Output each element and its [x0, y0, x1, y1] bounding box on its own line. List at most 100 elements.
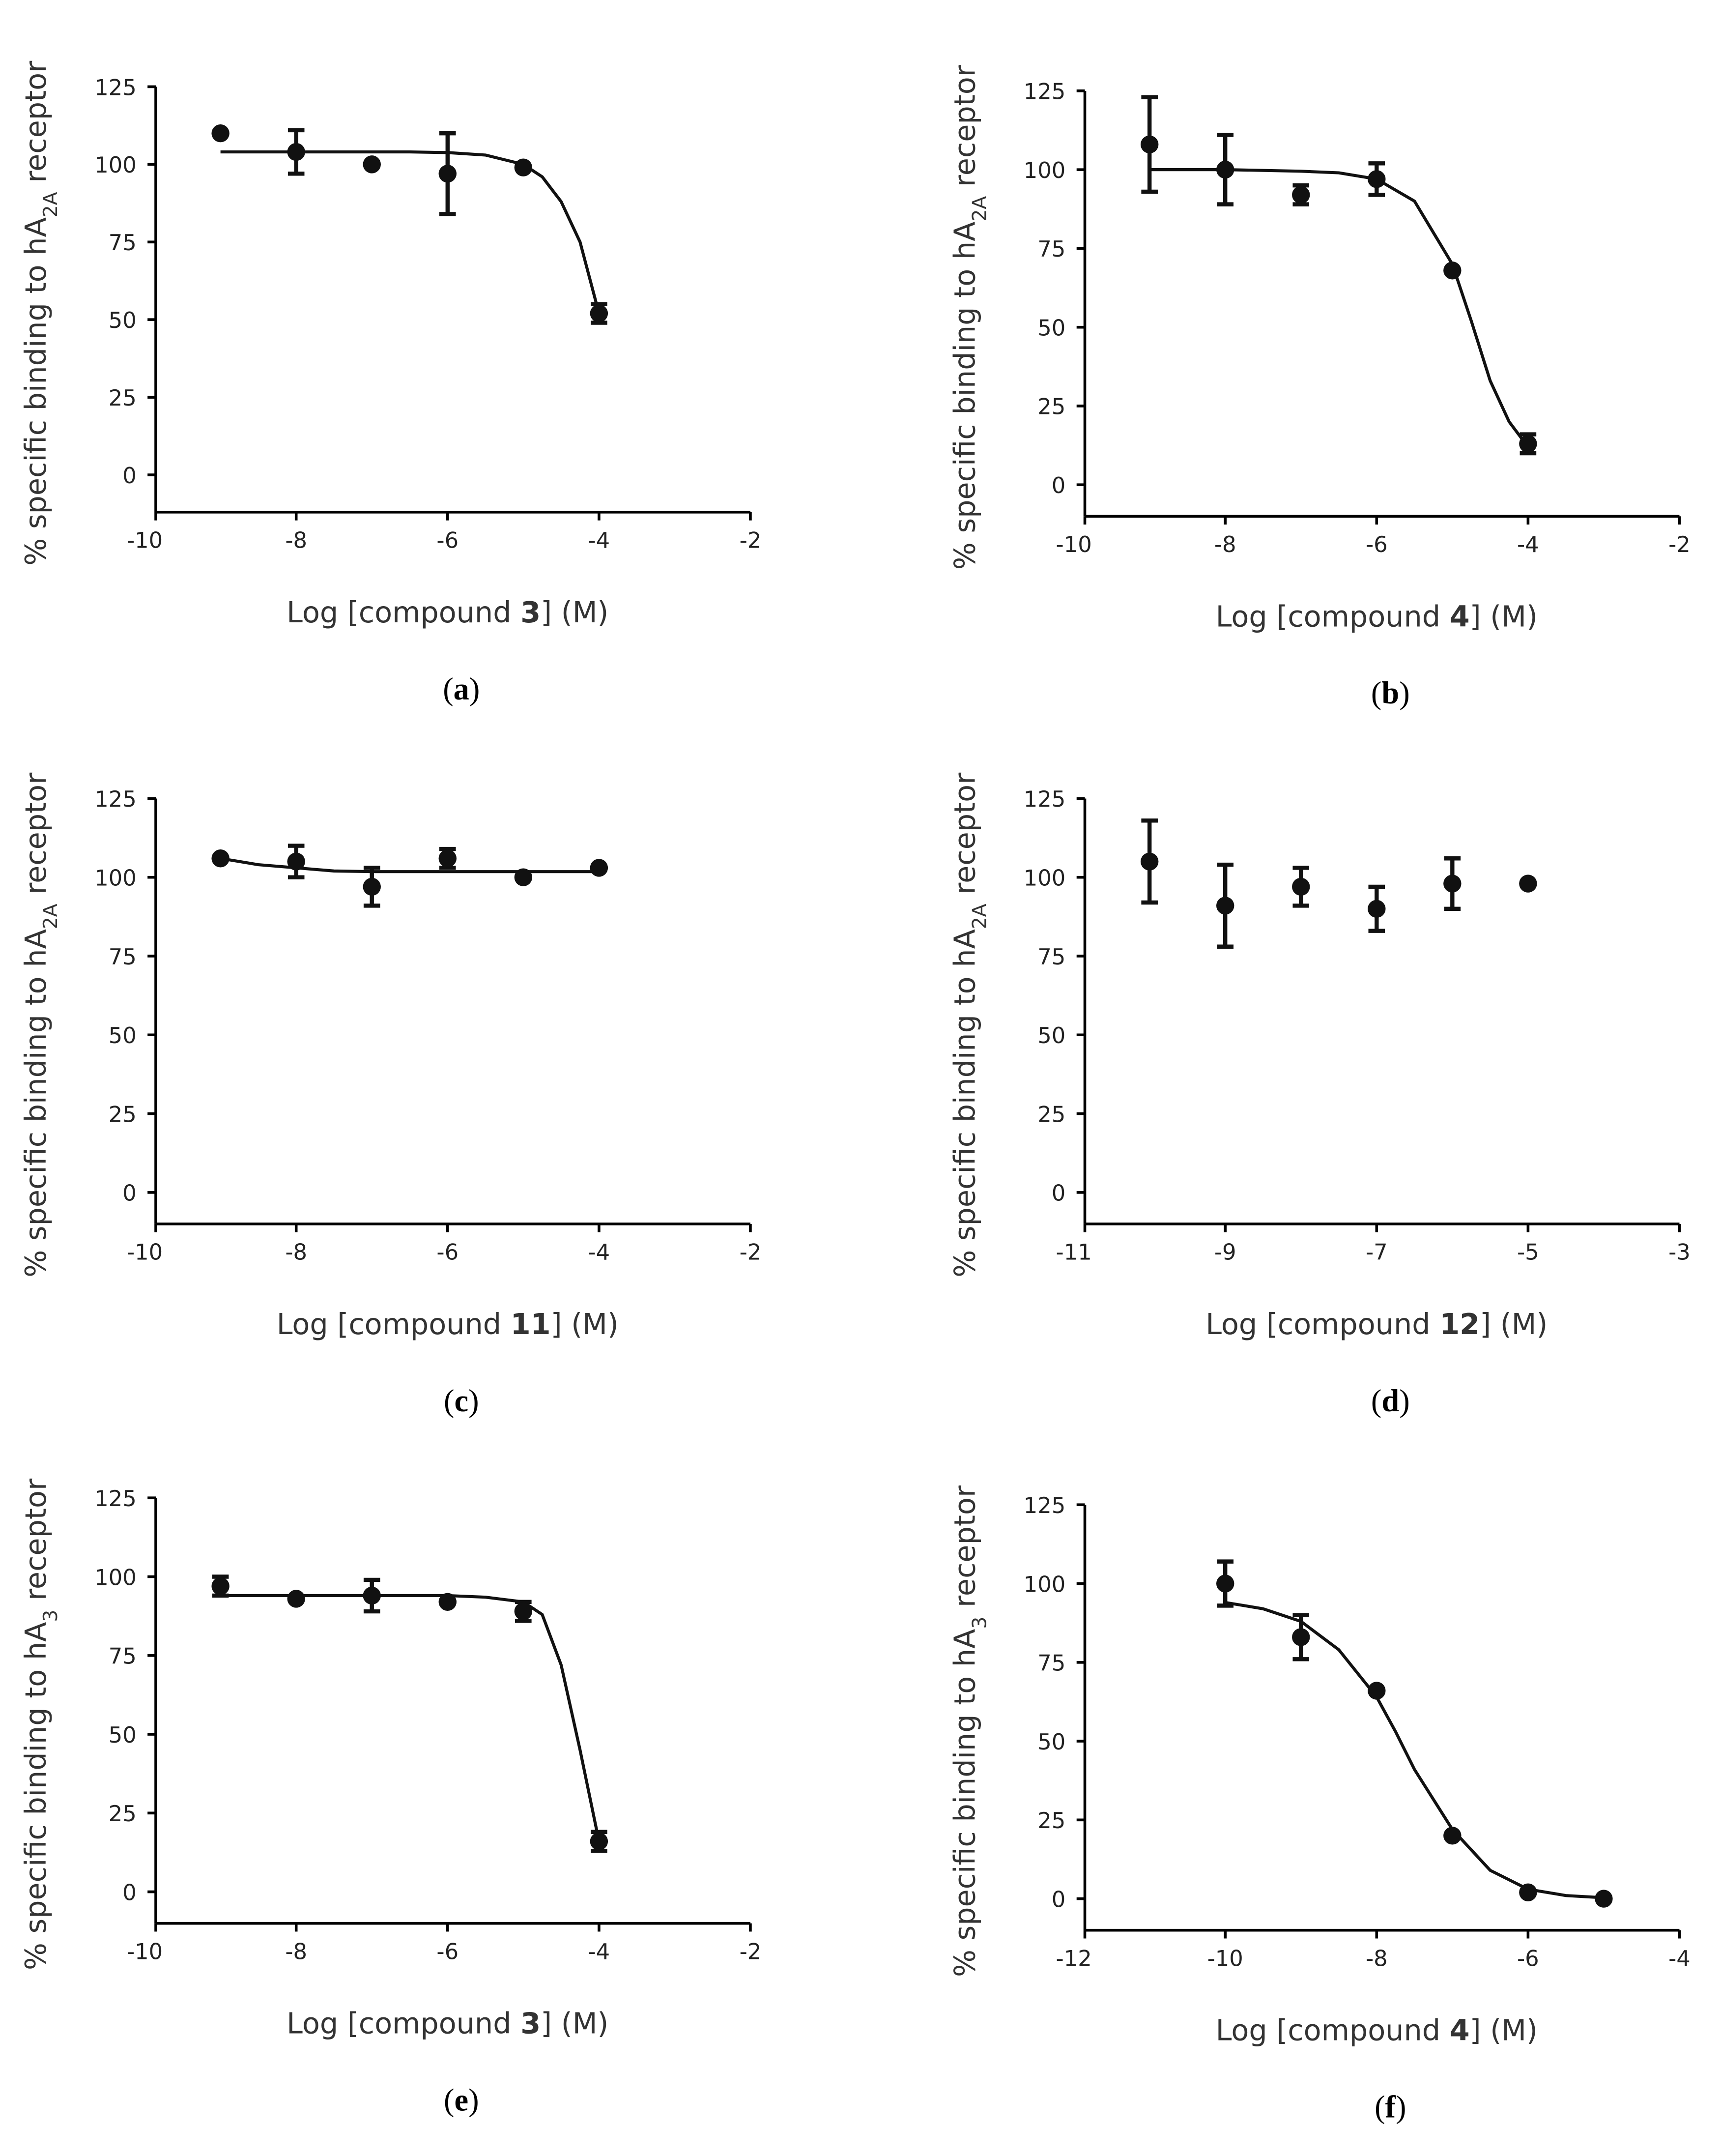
y-axis-label-part: % specific binding to hA [947, 929, 981, 1277]
panel-label-part: ( [443, 671, 453, 706]
panel-label-part: ) [468, 1383, 479, 1418]
x-axis-label-part: 4 [1450, 2013, 1470, 2047]
x-tick-label: -4 [1668, 1945, 1691, 1971]
y-tick-label: 100 [94, 1564, 137, 1590]
y-tick-label: 25 [1037, 1807, 1065, 1834]
panel-label-part: ( [444, 2083, 454, 2118]
panel-label: (d) [1371, 1383, 1410, 1418]
x-axis-label-part: Log [compound [1216, 599, 1450, 633]
y-tick-label: 0 [1052, 472, 1066, 498]
x-axis-label-part: ] (M) [1470, 599, 1538, 633]
data-point [211, 1577, 229, 1595]
data-point [1368, 900, 1386, 918]
data-point [590, 1832, 608, 1851]
x-tick-label: -2 [1668, 531, 1691, 557]
data-point [590, 304, 608, 322]
panel-label: (a) [443, 671, 480, 706]
panel-label-part: ( [1375, 2090, 1385, 2125]
x-tick-label: -6 [1517, 1945, 1539, 1971]
panel: 0 25 50 75 100 125 -11 -9 -7 -5 -3 % specific bindi… [947, 772, 1690, 1418]
panel-label: (e) [444, 2083, 479, 2118]
x-tick-label: -11 [1056, 1239, 1092, 1265]
y-tick-label: 50 [1037, 1022, 1065, 1049]
x-axis-label-part: ] (M) [1480, 1307, 1548, 1341]
y-tick-label: 75 [109, 944, 137, 970]
y-axis-label-part: receptor [947, 1485, 981, 1617]
data-point [1140, 135, 1159, 154]
panel-label: (b) [1371, 675, 1410, 710]
fit-curve [1225, 1601, 1604, 1899]
y-axis-label-part: 2A [39, 903, 61, 929]
x-axis-label: Log [compound 4] (M) [1216, 2013, 1538, 2047]
x-tick-label: -5 [1517, 1239, 1539, 1265]
panel-label-part: a [454, 671, 469, 706]
y-tick-label: 50 [109, 1022, 137, 1049]
y-axis-label: % specific binding to hA2A receptor [19, 60, 62, 566]
data-point [1216, 897, 1234, 915]
x-axis-label-part: 4 [1450, 599, 1470, 633]
x-tick-label: -4 [588, 1938, 610, 1964]
y-tick-label: 0 [122, 1879, 137, 1905]
x-axis-label-part: Log [compound [1216, 2013, 1450, 2047]
y-tick-label: 100 [1024, 157, 1066, 183]
fit-curve [1149, 168, 1529, 448]
y-tick-label: 0 [122, 1180, 137, 1206]
panel: 0 25 50 75 100 125 -10 -8 -6 -4 -2 % specific bindi… [947, 64, 1690, 710]
data-point [1216, 1574, 1234, 1593]
x-axis-label: Log [compound 11] (M) [277, 1307, 619, 1341]
panel: 0 25 50 75 100 125 -10 -8 -6 -4 -2 % specific bindi… [19, 60, 761, 706]
x-axis-label-part: Log [compound [1205, 1307, 1439, 1341]
data-point [1292, 877, 1310, 896]
x-tick-label: -2 [740, 1239, 762, 1265]
y-tick-label: 25 [109, 1801, 137, 1827]
y-axis-label-part: receptor [19, 772, 53, 904]
y-axis-label-part: % specific binding to hA [947, 1629, 981, 1977]
panel-label-part: ) [1399, 1383, 1409, 1418]
data-point [438, 1593, 457, 1611]
x-tick-label: -8 [285, 1938, 307, 1964]
y-axis-label-part: % specific binding to hA [19, 217, 53, 565]
panel-label-part: ) [468, 2083, 479, 2118]
y-tick-label: 100 [94, 865, 137, 891]
x-axis-label-part: ] (M) [1470, 2013, 1538, 2047]
y-tick-label: 125 [94, 74, 137, 100]
data-point [1292, 186, 1310, 204]
x-tick-label: -8 [1366, 1945, 1388, 1971]
data-point [438, 165, 457, 183]
y-axis-label-part: 3 [969, 1617, 991, 1629]
data-point [1368, 170, 1386, 188]
x-tick-label: -8 [1214, 531, 1236, 557]
panel: 0 25 50 75 100 125 -10 -8 -6 -4 -2 % specific bindi… [19, 772, 761, 1418]
data-point [1595, 1890, 1613, 1908]
data-point [1443, 262, 1462, 280]
panel-label: (f) [1375, 2090, 1406, 2125]
data-point [1443, 1827, 1462, 1845]
x-tick-label: -6 [1366, 531, 1388, 557]
x-tick-label: -10 [127, 1938, 163, 1964]
y-tick-label: 75 [109, 1643, 137, 1669]
data-point [1519, 874, 1537, 893]
x-tick-label: -6 [436, 1239, 459, 1265]
y-axis-label-part: receptor [19, 1478, 53, 1610]
panel-label-part: c [454, 1383, 468, 1418]
x-tick-label: -8 [285, 527, 307, 554]
data-point [363, 1586, 381, 1605]
y-axis-label-part: receptor [19, 60, 53, 192]
x-tick-label: -6 [436, 527, 459, 554]
panel-label-part: ( [444, 1383, 454, 1418]
y-axis-label: % specific binding to hA2A receptor [947, 772, 991, 1278]
x-axis-label: Log [compound 12] (M) [1205, 1307, 1548, 1341]
x-axis-label-part: ] (M) [541, 2007, 608, 2040]
x-axis-label-part: Log [compound [277, 1307, 511, 1341]
data-point [590, 859, 608, 877]
y-axis-label: % specific binding to hA2A receptor [19, 772, 62, 1278]
x-tick-label: -6 [436, 1938, 459, 1964]
y-tick-label: 50 [1037, 315, 1065, 341]
y-tick-label: 25 [1037, 1101, 1065, 1127]
y-axis-label-part: 2A [39, 192, 61, 217]
panel: 0 25 50 75 100 125 -10 -8 -6 -4 -2 % specific bindi… [19, 1478, 761, 2118]
panel-label-part: b [1381, 675, 1399, 710]
data-point [1216, 160, 1234, 179]
y-tick-label: 25 [109, 1101, 137, 1127]
